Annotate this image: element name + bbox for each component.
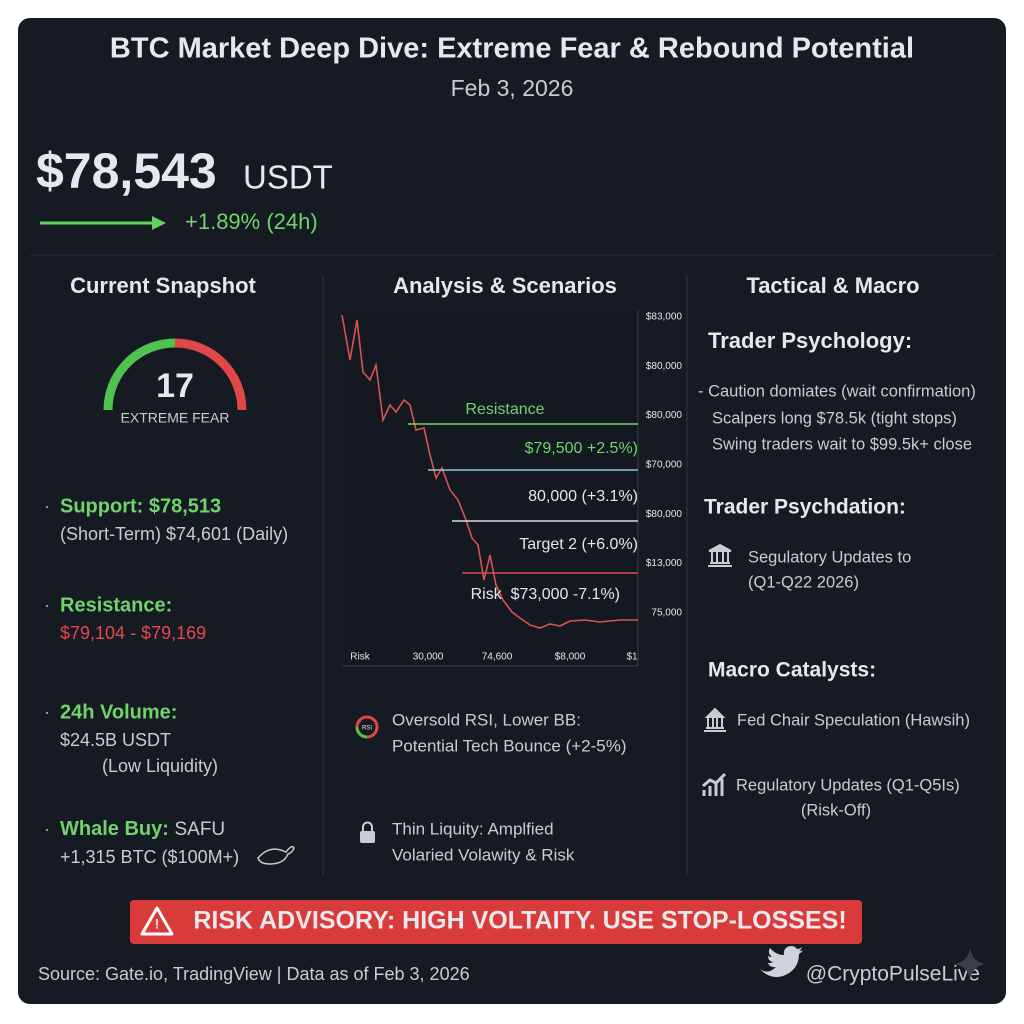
chart-area xyxy=(342,310,640,668)
column-heading: Current Snapshot xyxy=(70,273,256,298)
price-unit: USDT xyxy=(243,159,333,196)
level-label: Risk $73,000 -7.1%) xyxy=(471,586,620,603)
item-line: $24.5B USDT xyxy=(60,730,171,750)
item-label: Whale Buy: SAFU xyxy=(60,818,225,840)
item-line: (Short-Term) $74,601 (Daily) xyxy=(60,524,288,544)
item-label: Support: $78,513 xyxy=(60,495,221,517)
section-line: (Q1-Q22 2026) xyxy=(748,573,859,591)
note: Potential Tech Bounce (+2-5%) xyxy=(392,736,627,755)
twitter-icon xyxy=(760,946,803,978)
section-line: Scalpers long $78.5k (tight stops) xyxy=(712,409,957,427)
axis-label: 30,000 xyxy=(413,652,444,663)
warning-mark: ! xyxy=(155,916,160,932)
column-heading: Analysis & Scenarios xyxy=(393,273,617,298)
column-heading: Tactical & Macro xyxy=(746,273,919,298)
bank-icon xyxy=(708,543,732,567)
macro-item: (Risk-Off) xyxy=(801,801,871,819)
chart-icon xyxy=(702,772,727,796)
banner-text: RISK ADVISORY: HIGH VOLTAITY. USE STOP-L… xyxy=(193,907,846,935)
rsi-icon-text: RSI xyxy=(362,726,372,732)
item-line: $79,104 - $79,169 xyxy=(60,623,206,643)
section-line: - Caution domiates (wait confirmation) xyxy=(698,382,976,400)
date: Feb 3, 2026 xyxy=(451,75,574,101)
section-line: Swing traders wait to $99.5k+ close xyxy=(712,435,972,453)
risk-banner xyxy=(130,900,862,944)
note: Oversold RSI, Lower BB: xyxy=(392,710,581,729)
note: Thin Liquity: Amplfied xyxy=(392,819,554,838)
level-label: 80,000 (+3.1%) xyxy=(528,488,638,505)
axis-label: $1 xyxy=(626,652,638,663)
level-label: $79,500 +2.5%) xyxy=(525,440,638,457)
note: Volaried Volawity & Risk xyxy=(392,845,575,864)
rsi-icon-arc xyxy=(355,726,368,739)
axis-label: $8,000 xyxy=(555,652,586,663)
section-heading: Macro Catalysts: xyxy=(708,659,876,682)
axis-label: Risk xyxy=(350,652,370,663)
warning-icon xyxy=(140,906,174,936)
item-label: Whale Buy: xyxy=(60,818,169,840)
axis-label: 74,600 xyxy=(482,652,513,663)
gauge-value: 17 xyxy=(156,367,194,405)
arrow-head xyxy=(152,216,166,230)
axis-label: $80,000 xyxy=(646,361,683,372)
price-line xyxy=(341,314,638,629)
axis-label: $83,000 xyxy=(646,312,683,323)
capitol-icon xyxy=(704,707,726,732)
bullet: · xyxy=(44,595,50,615)
gauge-fear xyxy=(103,338,176,411)
item-line: (Low Liquidity) xyxy=(102,756,218,776)
item-line: +1,315 BTC ($100M+) xyxy=(60,847,239,867)
level-label: Target 2 (+6.0%) xyxy=(519,536,638,553)
price: $78,543 xyxy=(36,143,217,199)
section-line: Segulatory Updates to xyxy=(748,548,911,566)
price-change: +1.89% (24h) xyxy=(185,209,318,234)
section-heading: Trader Psychdation: xyxy=(704,496,906,519)
handle: @CryptoPulseLive xyxy=(806,963,980,986)
sparkle xyxy=(954,948,986,980)
bullet: · xyxy=(44,819,50,839)
level-label: Resistance xyxy=(465,401,544,418)
bullet: · xyxy=(44,702,50,722)
axis-label: $80,000 xyxy=(646,509,683,520)
lock-icon xyxy=(360,831,375,843)
axis-label: $80,000 xyxy=(646,410,683,421)
title: BTC Market Deep Dive: Extreme Fear & Reb… xyxy=(110,33,914,65)
whale-icon xyxy=(257,845,295,865)
axis-label: 75,000 xyxy=(651,607,682,618)
item-label: 24h Volume: xyxy=(60,701,177,723)
macro-item: Fed Chair Speculation (Hawsih) xyxy=(737,711,970,729)
item-suffix: SAFU xyxy=(174,819,225,840)
axis-label: $13,000 xyxy=(646,558,683,569)
section-heading: Trader Psychology: xyxy=(708,328,912,353)
gauge-label: EXTREME FEAR xyxy=(121,410,230,426)
lock-shackle xyxy=(362,821,373,831)
bullet: · xyxy=(44,496,50,516)
item-label: Resistance: xyxy=(60,594,172,616)
axis-label: $70,000 xyxy=(646,460,683,471)
gauge-greed xyxy=(174,338,247,411)
source: Source: Gate.io, TradingView | Data as o… xyxy=(38,964,470,984)
macro-item: Regulatory Updates (Q1-Q5Is) xyxy=(736,776,960,794)
